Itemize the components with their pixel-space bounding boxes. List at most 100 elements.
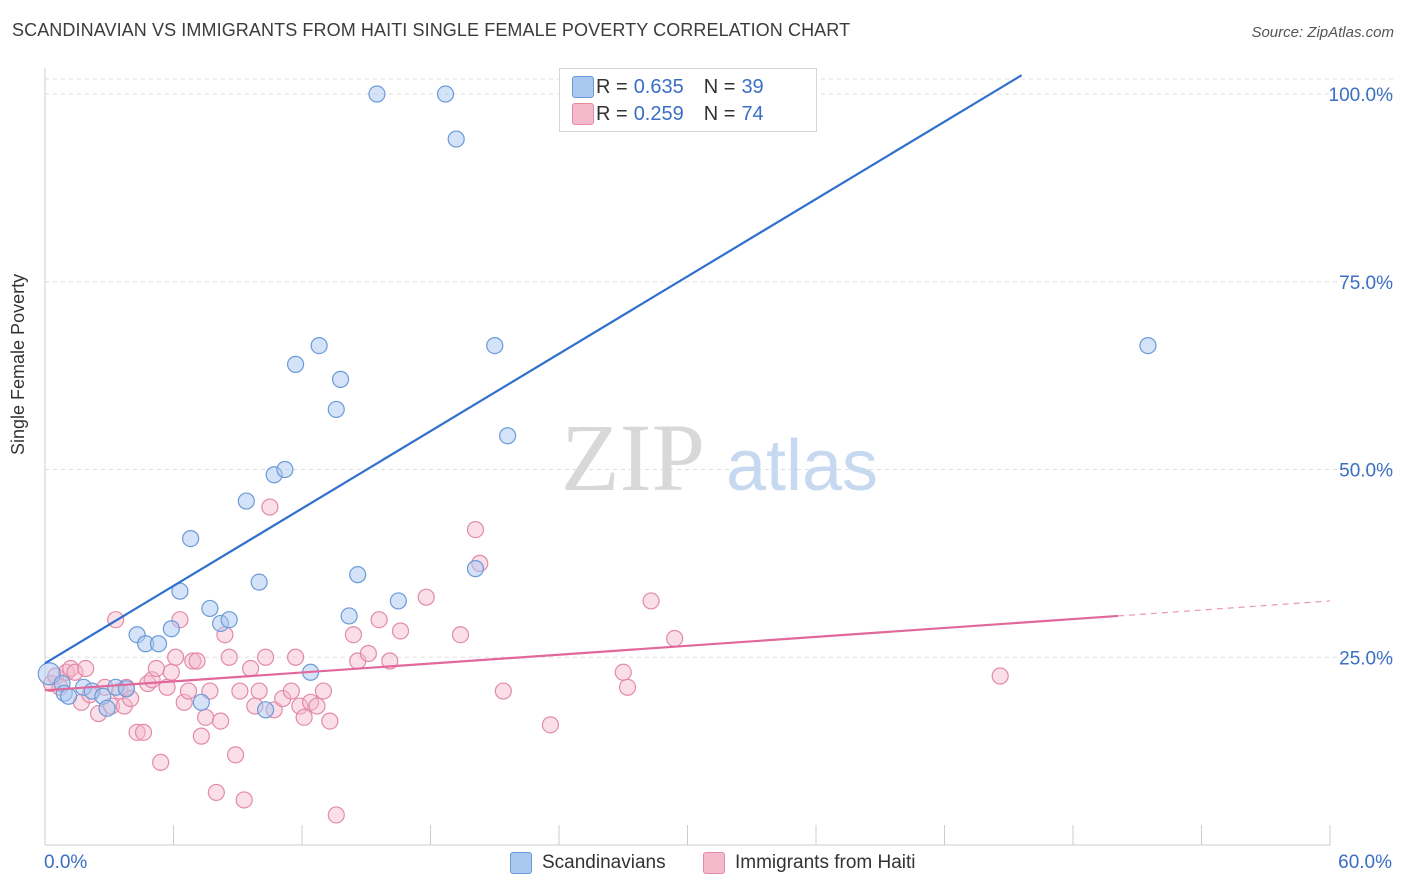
- legend-r-label: R =: [596, 102, 628, 125]
- haiti-point: [235, 791, 253, 809]
- scandinavian-point: [182, 529, 200, 548]
- legend-swatch-blue: [572, 76, 594, 98]
- haiti-trend-extension: [1117, 600, 1331, 617]
- haiti-point: [147, 659, 165, 678]
- scandinavian-point: [201, 599, 219, 618]
- scandinavian-point: [486, 336, 504, 355]
- haiti-point: [231, 682, 249, 700]
- legend-n-value: 74: [741, 102, 764, 125]
- trend-lines: [44, 74, 1331, 692]
- haiti-point: [391, 622, 410, 640]
- haiti-point: [152, 753, 170, 771]
- haiti-point: [282, 682, 300, 700]
- haiti-point: [77, 659, 95, 678]
- haiti-trend-line: [44, 614, 1119, 692]
- watermark-atlas: atlas: [726, 426, 878, 506]
- scandinavian-point: [149, 635, 168, 653]
- haiti-point: [128, 723, 146, 741]
- scandinavian-point: [237, 492, 255, 510]
- haiti-point: [207, 783, 225, 802]
- chart-source: Source: ZipAtlas.com: [1251, 24, 1394, 41]
- legend-item-scandinavians: Scandinavians: [510, 852, 666, 874]
- haiti-point: [541, 716, 560, 734]
- haiti-point: [162, 663, 180, 681]
- haiti-point: [494, 682, 512, 700]
- haiti-point: [179, 682, 198, 700]
- haiti-point: [370, 611, 388, 629]
- haiti-point: [666, 629, 684, 648]
- haiti-point: [451, 626, 470, 644]
- series-legend: Scandinavians Immigrants from Haiti: [0, 852, 1406, 878]
- correlation-legend: R = 0.635 N = 39 R = 0.259 N = 74: [559, 68, 817, 132]
- legend-n-label: N =: [703, 102, 736, 125]
- haiti-point: [167, 648, 185, 666]
- haiti-point: [175, 693, 193, 711]
- legend-label-scandinavians: Scandinavians: [542, 852, 666, 873]
- scandinavian-point: [436, 85, 455, 103]
- haiti-point: [188, 652, 206, 670]
- haiti-point: [417, 588, 435, 606]
- haiti-point: [256, 648, 275, 666]
- legend-row-scandinavians: R = 0.635 N = 39: [572, 74, 764, 100]
- haiti-point: [642, 592, 660, 610]
- scandinavian-point: [389, 592, 407, 610]
- legend-row-haiti: R = 0.259 N = 74: [572, 101, 764, 127]
- haiti-points: [42, 498, 1009, 824]
- haiti-point: [184, 652, 202, 670]
- scandinavian-point: [331, 370, 350, 388]
- gridlines: [45, 78, 1395, 658]
- legend-label-haiti: Immigrants from Haiti: [735, 852, 916, 873]
- chart-title: SCANDINAVIAN VS IMMIGRANTS FROM HAITI SI…: [12, 20, 851, 40]
- haiti-point: [291, 697, 309, 715]
- scandinavian-point: [59, 687, 78, 705]
- legend-swatch-blue: [510, 852, 532, 874]
- x-tick-label-max: 60.0%: [1338, 852, 1392, 873]
- scandinavian-point: [327, 400, 345, 419]
- y-tick-label: 25.0%: [1339, 648, 1393, 669]
- scandinavian-point: [276, 460, 294, 479]
- legend-item-haiti: Immigrants from Haiti: [703, 852, 916, 874]
- y-tick-label: 100.0%: [1329, 85, 1394, 106]
- haiti-point: [212, 712, 230, 730]
- haiti-point: [991, 667, 1009, 685]
- haiti-point: [618, 678, 637, 696]
- haiti-point: [220, 648, 238, 666]
- scandinavian-point: [162, 620, 180, 638]
- y-tick-label: 75.0%: [1339, 273, 1393, 294]
- haiti-point: [344, 626, 362, 644]
- haiti-point: [261, 498, 279, 516]
- scandinavian-point: [220, 611, 238, 629]
- scandinavian-point: [349, 566, 367, 584]
- scandinavian-point: [340, 607, 358, 625]
- x-tick-label-min: 0.0%: [44, 852, 88, 873]
- legend-r-label: R =: [596, 75, 628, 98]
- watermark: ZIP atlas: [561, 404, 878, 511]
- haiti-point: [192, 727, 210, 745]
- haiti-point: [466, 520, 485, 539]
- y-tick-label: 50.0%: [1339, 461, 1393, 482]
- scandinavian-point: [192, 693, 210, 711]
- y-tick-labels: 25.0% 50.0% 75.0% 100.0%: [1329, 85, 1394, 669]
- legend-n-value: 39: [741, 75, 764, 98]
- scandinavian-point: [98, 699, 116, 717]
- haiti-point: [295, 708, 313, 726]
- watermark-zip: ZIP: [561, 404, 705, 511]
- haiti-point: [614, 663, 632, 681]
- scandinavian-point: [310, 336, 328, 355]
- haiti-point: [197, 708, 215, 726]
- y-axis-label: Single Female Poverty: [8, 273, 28, 455]
- scandinavian-trend-line: [44, 74, 1023, 665]
- haiti-point: [134, 723, 153, 741]
- legend-swatch-pink: [572, 103, 594, 125]
- haiti-point: [286, 648, 305, 666]
- axes: [44, 68, 1331, 846]
- scandinavian-point: [1139, 336, 1157, 355]
- haiti-point: [381, 652, 399, 670]
- scandinavian-point: [286, 355, 305, 373]
- haiti-point: [359, 644, 377, 663]
- haiti-point: [314, 682, 333, 700]
- haiti-point: [242, 659, 260, 678]
- scandinavian-point: [256, 701, 275, 719]
- haiti-point: [250, 682, 268, 700]
